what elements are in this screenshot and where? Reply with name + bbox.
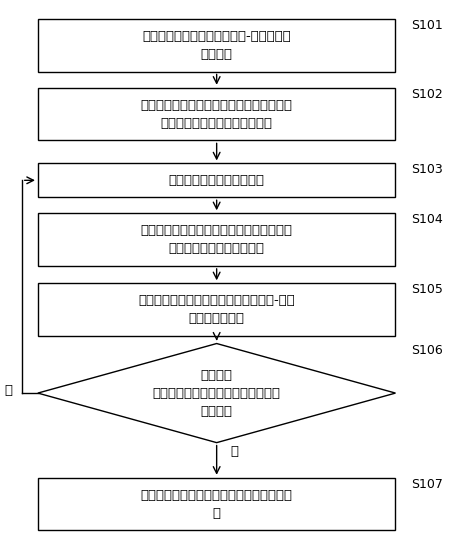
Text: 判断仿真
曲线与测试曲线的拟合误差是否小于
预设阈值: 判断仿真 曲线与测试曲线的拟合误差是否小于 预设阈值: [153, 369, 280, 417]
Text: S105: S105: [412, 283, 443, 296]
Text: S103: S103: [412, 164, 443, 176]
Text: S104: S104: [412, 213, 443, 226]
Text: 将辅助参数的调节值确定为辅助参数的标定
值: 将辅助参数的调节值确定为辅助参数的标定 值: [140, 488, 293, 520]
Text: 是: 是: [230, 445, 238, 458]
Text: 将核心参数的标定值以及辅助参数的调节值
代入预设肖特基二极管模型: 将核心参数的标定值以及辅助参数的调节值 代入预设肖特基二极管模型: [140, 224, 293, 255]
FancyBboxPatch shape: [38, 478, 395, 531]
FancyBboxPatch shape: [38, 164, 395, 197]
FancyBboxPatch shape: [38, 213, 395, 266]
Text: S102: S102: [412, 88, 443, 101]
Text: 否: 否: [5, 384, 13, 397]
FancyBboxPatch shape: [38, 88, 395, 141]
Text: 获取预设肖特基二极管模型的正向电流-电压
特性的仿真曲线: 获取预设肖特基二极管模型的正向电流-电压 特性的仿真曲线: [138, 294, 295, 325]
Text: S107: S107: [412, 478, 443, 491]
Text: 调整获取辅助参数的调节值: 调整获取辅助参数的调节值: [169, 174, 265, 187]
FancyBboxPatch shape: [38, 19, 395, 72]
FancyBboxPatch shape: [38, 283, 395, 336]
Polygon shape: [38, 344, 395, 443]
Text: 确定预设肖特基二极管模型中的核心参数的
标定值以及辅助参数的经验初值: 确定预设肖特基二极管模型中的核心参数的 标定值以及辅助参数的经验初值: [140, 98, 293, 130]
Text: 获取肖特基二极管的正向电流-电压特性的
测试曲线: 获取肖特基二极管的正向电流-电压特性的 测试曲线: [142, 30, 291, 61]
Text: S101: S101: [412, 19, 443, 32]
Text: S106: S106: [412, 344, 443, 357]
